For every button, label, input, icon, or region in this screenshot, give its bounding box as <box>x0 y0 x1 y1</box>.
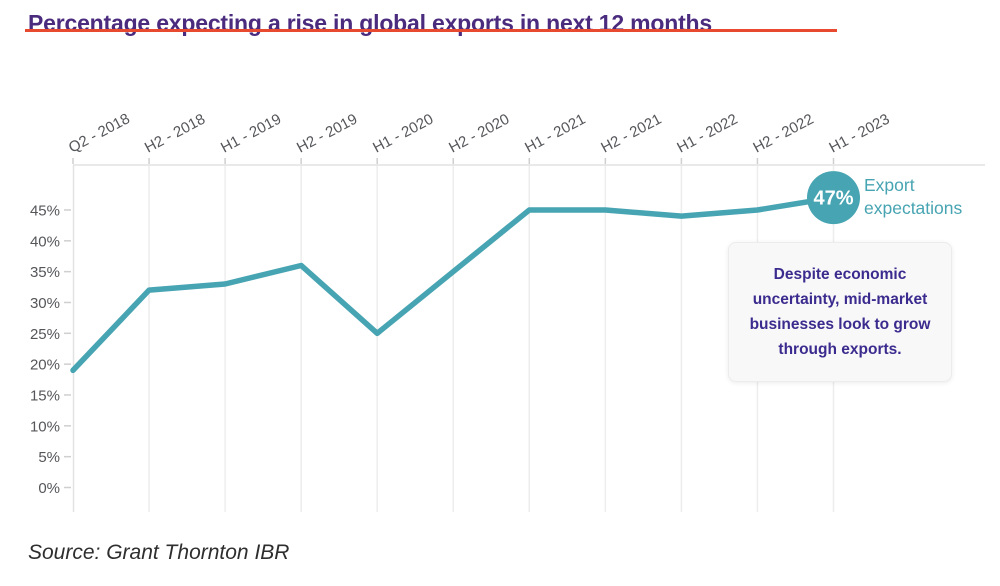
x-axis-label: H1 - 2019 <box>218 111 284 157</box>
y-axis-label: 35% <box>30 264 60 281</box>
y-axis-label: 45% <box>30 202 60 219</box>
badge-circle <box>807 171 860 225</box>
trend-line <box>70 194 837 374</box>
x-axis-label: H1 - 2020 <box>370 111 436 157</box>
y-axis-label: 40% <box>30 233 60 250</box>
x-axis-label: H2 - 2021 <box>598 111 664 157</box>
callout-text: Despite economic uncertainty, mid-market… <box>749 266 931 358</box>
y-axis-label: 30% <box>30 295 60 312</box>
y-axis-label: 15% <box>30 387 60 404</box>
x-axis-label: H1 - 2021 <box>522 111 588 157</box>
x-axis-label: H2 - 2022 <box>750 111 816 157</box>
x-axis-label: H2 - 2018 <box>142 111 208 157</box>
y-axis-label: 5% <box>38 449 60 466</box>
y-axis-label: 25% <box>30 326 60 343</box>
badge-value: 47% <box>813 188 853 210</box>
x-axis-label: Q2 - 2018 <box>66 110 133 156</box>
callout-box: Despite economic uncertainty, mid-market… <box>728 242 952 382</box>
x-axis-label: H1 - 2022 <box>674 111 740 157</box>
series-label: Export expectations <box>864 175 963 218</box>
y-axis-label: 0% <box>38 480 60 497</box>
source-note: Source: Grant Thornton IBR <box>28 541 290 564</box>
x-axis-label: H1 - 2023 <box>826 111 892 157</box>
x-axis-label: H2 - 2020 <box>446 111 512 157</box>
strikethrough-line <box>25 29 837 32</box>
y-axis-label: 10% <box>30 418 60 435</box>
y-axis-label: 20% <box>30 357 60 374</box>
x-axis-label: H2 - 2019 <box>294 111 360 157</box>
